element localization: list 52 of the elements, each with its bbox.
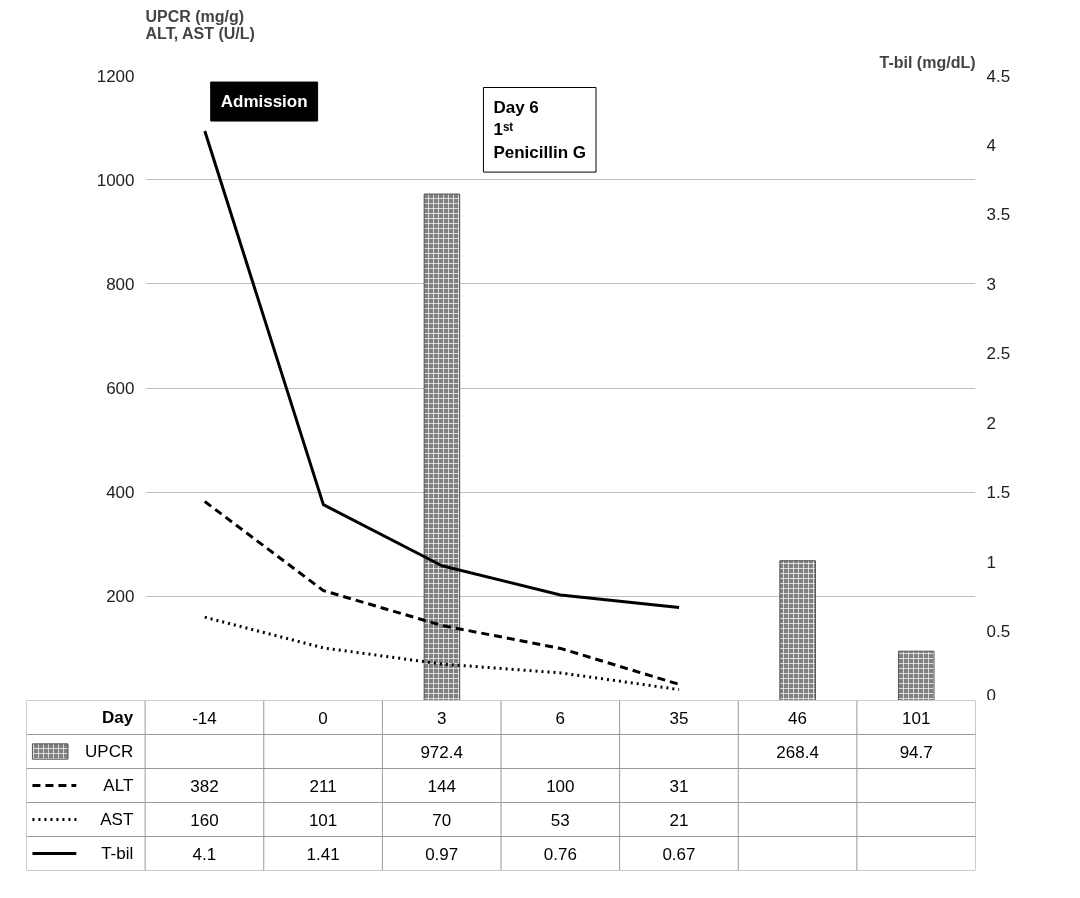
data-label: 70 [432, 810, 452, 830]
line-series [203, 500, 681, 686]
line-series [203, 615, 681, 692]
data-label: 4.1 [192, 844, 217, 864]
annotation: Day 6 1ˢᵗ Penicillin G [493, 97, 587, 163]
legend-label: UPCR [85, 742, 134, 761]
y-tick-label: 200 [106, 587, 135, 607]
data-label: 160 [190, 810, 219, 830]
y-tick-label: 1000 [96, 170, 135, 190]
data-label: 94.7 [899, 742, 933, 762]
data-label: 0.67 [662, 844, 696, 864]
y-tick-label: 400 [106, 483, 135, 503]
data-label: 0.76 [543, 844, 577, 864]
y-axis-title: UPCR (mg/g) ALT, AST (U/L) [145, 7, 255, 42]
y2-tick-label: 3 [986, 274, 996, 294]
x-axis-title: Day [102, 708, 134, 727]
legend-label: T-bil [101, 844, 134, 863]
x-tick-label: 46 [788, 708, 808, 728]
y-tick-label: 1200 [96, 66, 135, 86]
y2-tick-label: 4 [986, 135, 996, 155]
y2-tick-label: 2 [986, 413, 996, 433]
annotation: Admission [220, 92, 308, 112]
y2-tick-label: 0.5 [986, 622, 1011, 642]
legend-label: ALT [103, 776, 134, 795]
y-tick-label: 600 [106, 379, 135, 398]
data-label: 972.4 [420, 742, 463, 762]
data-label: 101 [308, 810, 338, 830]
data-label: 382 [190, 776, 219, 796]
x-tick-label: 3 [436, 708, 447, 728]
y-tick-label: 800 [106, 274, 135, 294]
y2-tick-label: 4.5 [986, 66, 1011, 86]
x-tick-label: 35 [669, 708, 689, 728]
data-label: 1.41 [306, 844, 340, 864]
y2-axis-title: T-bil (mg/dL) [879, 53, 976, 71]
data-label: 31 [669, 776, 689, 796]
data-label: 268.4 [776, 742, 819, 762]
data-label: 0.97 [425, 844, 459, 864]
data-label: 144 [427, 776, 456, 796]
data-label: 100 [546, 776, 575, 796]
y2-tick-label: 1 [986, 552, 996, 572]
x-tick-label: 0 [318, 708, 328, 728]
legend-label: AST [100, 810, 134, 829]
y2-tick-label: 3.5 [986, 205, 1011, 225]
x-tick-label: -14 [192, 708, 217, 728]
y2-tick-label: 0 [986, 685, 996, 705]
x-tick-label: 101 [902, 708, 931, 728]
data-label: 21 [669, 810, 689, 830]
x-tick-label: 6 [555, 708, 566, 728]
data-label: 53 [550, 810, 570, 830]
data-label: 211 [309, 776, 337, 796]
y2-tick-label: 2.5 [986, 344, 1011, 364]
y2-tick-label: 1.5 [986, 483, 1011, 503]
